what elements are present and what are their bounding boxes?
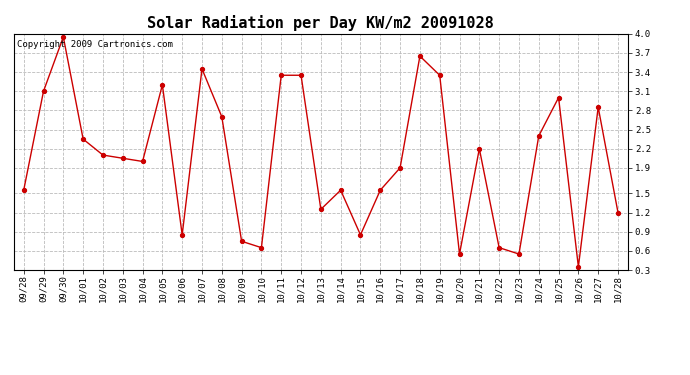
Text: Copyright 2009 Cartronics.com: Copyright 2009 Cartronics.com — [17, 40, 172, 49]
Title: Solar Radiation per Day KW/m2 20091028: Solar Radiation per Day KW/m2 20091028 — [148, 15, 494, 31]
